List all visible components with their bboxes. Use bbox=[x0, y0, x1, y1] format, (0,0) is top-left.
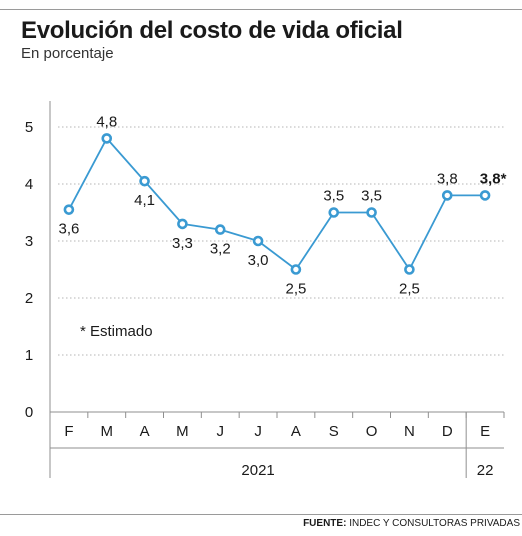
data-point bbox=[479, 190, 491, 201]
data-label: 3,5 bbox=[323, 188, 344, 205]
data-point bbox=[252, 235, 264, 247]
data-label: 2,5 bbox=[285, 281, 306, 298]
y-tick-label: 3 bbox=[25, 233, 33, 250]
bottom-rule bbox=[0, 514, 522, 515]
data-label: 3,8 bbox=[437, 170, 458, 187]
x-tick-label: M bbox=[176, 423, 189, 440]
data-label: 3,2 bbox=[210, 241, 231, 258]
x-tick-label: S bbox=[329, 423, 339, 440]
x-tick-label: A bbox=[291, 423, 301, 440]
data-label: 3,3 bbox=[172, 235, 193, 252]
data-point bbox=[290, 264, 302, 275]
y-tick-label: 0 bbox=[25, 404, 33, 421]
line-chart: 0 1 2 3 4 5 F M A M J J A S O N D E 2021 22 3,6 4,8 4,1 3,3 3,2 3… bbox=[25, 101, 507, 479]
x-tick-label: N bbox=[404, 423, 415, 440]
data-point bbox=[101, 133, 113, 144]
x-tick-label: E bbox=[480, 423, 490, 440]
y-tick-label: 1 bbox=[25, 347, 33, 364]
source-note: FUENTE: INDEC Y CONSULTORAS PRIVADAS bbox=[303, 518, 520, 529]
x-tick-label: J bbox=[254, 423, 262, 440]
data-label: 3,6 bbox=[58, 221, 79, 238]
x-tick-label: M bbox=[101, 423, 114, 440]
x-tick-label: J bbox=[217, 423, 225, 440]
series-line bbox=[68, 137, 486, 271]
data-point bbox=[441, 190, 453, 201]
data-label: 3,5 bbox=[361, 188, 382, 205]
y-tick-label: 2 bbox=[25, 290, 33, 307]
y-tick-label: 4 bbox=[25, 176, 33, 193]
data-point bbox=[328, 207, 340, 218]
data-label-highlight: 3,8* bbox=[480, 170, 507, 187]
x-tick-label: D bbox=[442, 423, 453, 440]
source-text: INDEC Y CONSULTORAS PRIVADAS bbox=[349, 518, 520, 529]
data-point bbox=[214, 224, 226, 235]
data-point bbox=[404, 264, 415, 275]
data-label: 4,8 bbox=[96, 113, 117, 130]
x-tick-label: A bbox=[140, 423, 150, 440]
x-tick-label: F bbox=[64, 423, 73, 440]
estimate-note: * Estimado bbox=[80, 323, 153, 340]
data-point bbox=[139, 175, 150, 187]
data-label: 3,0 bbox=[248, 252, 269, 269]
source-label: FUENTE: bbox=[303, 518, 347, 529]
data-label: 2,5 bbox=[399, 281, 420, 298]
data-point bbox=[366, 207, 377, 218]
chart-subtitle: En porcentaje bbox=[21, 45, 114, 62]
data-label: 4,1 bbox=[134, 192, 155, 209]
year-label: 22 bbox=[477, 462, 494, 479]
chart-title: Evolución del costo de vida oficial bbox=[21, 17, 403, 44]
data-point bbox=[63, 204, 75, 215]
data-point bbox=[177, 218, 188, 230]
x-tick-label: O bbox=[366, 423, 378, 440]
y-tick-label: 5 bbox=[25, 119, 33, 136]
top-rule bbox=[0, 9, 522, 10]
year-label: 2021 bbox=[241, 462, 274, 479]
